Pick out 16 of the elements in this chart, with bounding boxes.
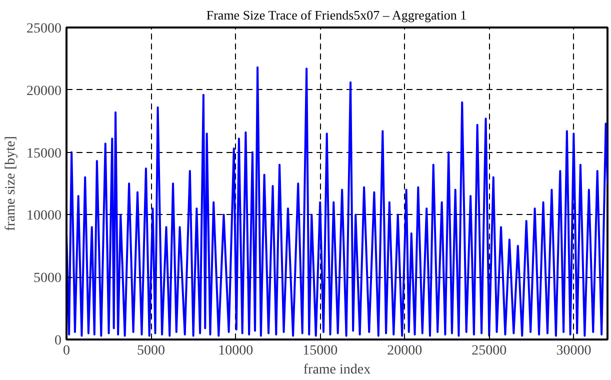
y-tick-label: 10000 (26, 208, 62, 224)
x-tick-label: 20000 (387, 344, 422, 358)
x-tick-label: 15000 (302, 344, 338, 358)
x-axis-title: frame index (303, 362, 371, 378)
x-tick-label: 30000 (556, 344, 592, 358)
x-tick-label: 5000 (137, 344, 166, 358)
y-tick-label: 15000 (26, 146, 62, 162)
x-tick-label: 25000 (472, 344, 507, 358)
y-tick-label: 25000 (26, 22, 62, 36)
x-tick-label: 10000 (218, 344, 254, 358)
y-tick-label: 0 (54, 334, 62, 348)
y-tick-label: 20000 (26, 84, 62, 99)
chart-title: Frame Size Trace of Friends5x07 – Aggregation 1 (206, 8, 467, 22)
y-tick-label: 5000 (34, 271, 62, 286)
line-series (66, 66, 608, 337)
y-axis-title: frame size [byte] (4, 136, 18, 231)
